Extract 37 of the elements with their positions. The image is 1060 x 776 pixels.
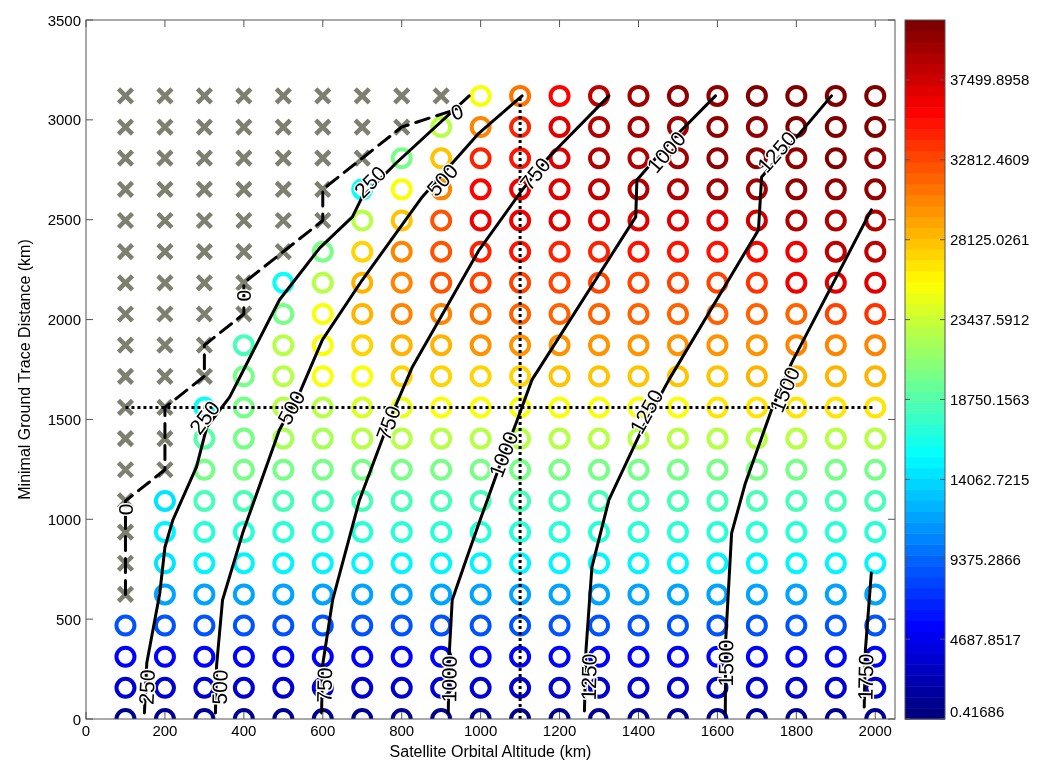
y-axis-title: Minimal Ground Trace Distance (km) (16, 239, 33, 500)
annotation: 750 (312, 667, 337, 703)
annotation: 0 (113, 503, 137, 516)
x-tick-label: 1800 (779, 722, 814, 739)
color-bar-label: 37499.8958 (950, 71, 1030, 89)
y-tick-label: 1000 (47, 510, 81, 528)
annotation: 1250 (576, 653, 601, 701)
y-tick-label: 2500 (47, 211, 81, 229)
color-bar-label: 23437.5912 (950, 311, 1030, 329)
x-tick-label: 1000 (463, 722, 498, 739)
x-tick-label: 800 (389, 722, 415, 739)
color-bar-label: 4687.8517 (950, 630, 1021, 648)
y-tick-label: 500 (55, 610, 81, 628)
y-tick-label: 0 (72, 710, 81, 728)
y-tick-label: 3500 (47, 11, 81, 29)
color-bar-label: 18750.1563 (950, 390, 1030, 408)
color-bar-label: 32812.4609 (950, 151, 1030, 169)
color-bar-label: 28125.0261 (950, 231, 1030, 249)
x-tick-label: 1600 (700, 722, 735, 739)
color-bar-label: 0.41686 (950, 702, 1005, 720)
y-tick-label: 2000 (47, 311, 81, 329)
x-axis-title: Satellite Orbital Altitude (km) (389, 743, 592, 760)
annotation: 500 (422, 159, 463, 201)
annotation: 250 (134, 669, 160, 706)
annotation: 250 (349, 161, 391, 203)
x-tick-label: 400 (231, 722, 257, 739)
y-tick-label: 3000 (47, 111, 81, 129)
color-bar-label: 9375.2866 (950, 550, 1021, 568)
x-tick-label: 600 (310, 722, 336, 739)
x-tick-label: 1400 (621, 722, 656, 739)
annotation: 500 (207, 669, 232, 705)
x-tick-label: 2000 (858, 722, 892, 739)
y-tick-label: 1500 (47, 410, 81, 428)
x-tick-label: 200 (152, 722, 178, 739)
annotation: 250 (184, 396, 225, 439)
color-bar-label: 14062.7215 (950, 470, 1030, 488)
x-tick-label: 1200 (542, 722, 577, 739)
